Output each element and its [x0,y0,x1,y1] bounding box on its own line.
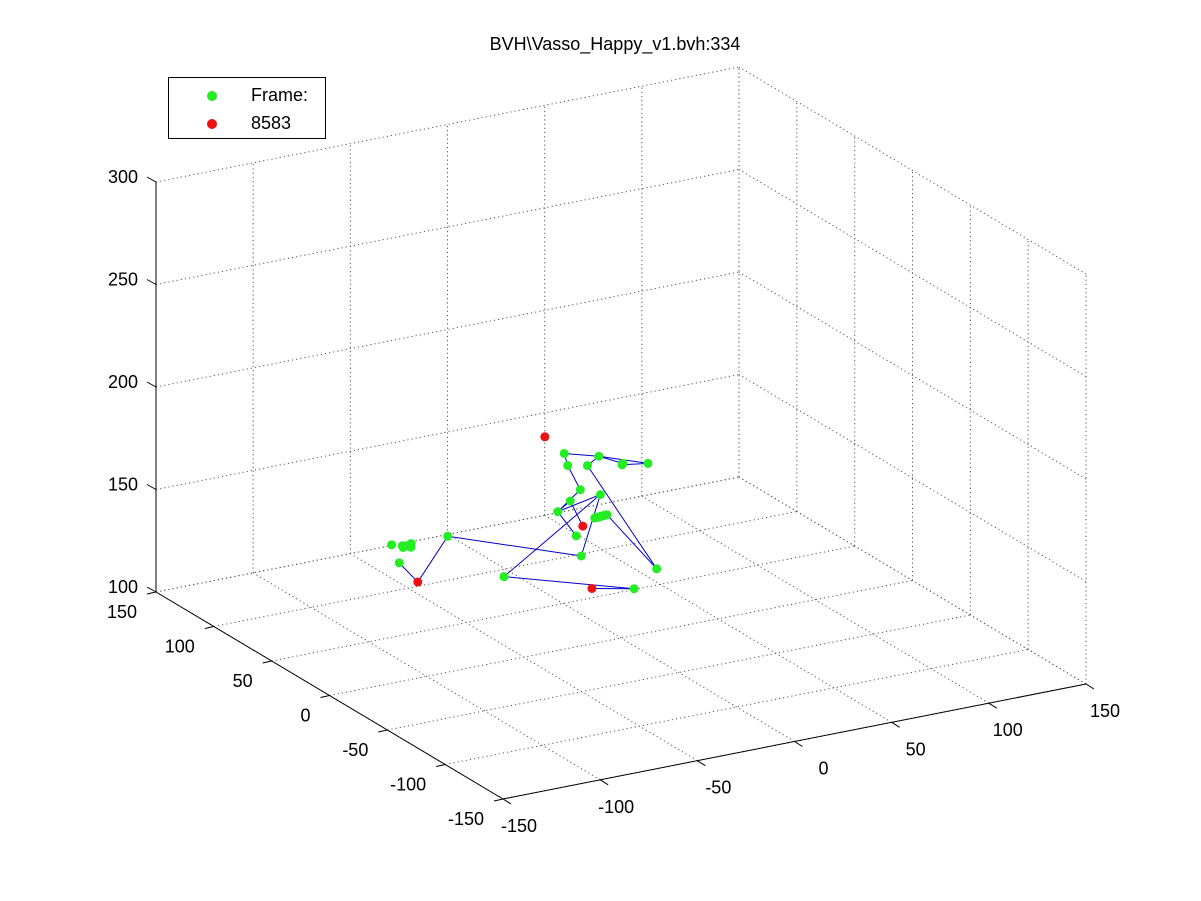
x-tick-label: 100 [993,720,1023,740]
joint-point [582,461,592,471]
skeleton-bone [503,494,601,578]
skeleton-bone [564,452,599,457]
skeleton-bone [447,535,582,557]
legend-entry-frame: Frame: [169,84,325,108]
skeleton-bone [580,494,601,557]
skeleton-bone [606,514,658,570]
y-tick [320,695,330,698]
z-tick [146,381,157,388]
x-tick [1085,683,1095,690]
joint-point [387,540,397,550]
skeleton-bone [567,465,581,491]
y-tick [493,798,504,802]
z-tick [146,484,157,490]
side-wall-grid-line-z [738,271,1087,480]
joint-point [643,458,653,468]
x-tick-label: -50 [705,778,731,798]
skeleton-bone [587,465,658,570]
z-tick [146,586,157,593]
joint-point [443,531,453,541]
x-tick [794,741,803,747]
y-tick [436,764,446,767]
y-tick-label: -150 [448,809,484,829]
y-tick-label: 150 [107,602,137,622]
side-wall-grid-line-z [738,66,1087,275]
x-tick-label: 150 [1090,701,1120,721]
z-tick [146,279,157,285]
legend-entry-frame-number: 8583 [169,112,325,136]
skeleton-bone [557,511,577,537]
floor-grid-line-x [544,514,892,723]
joint-point [565,496,575,506]
end-site-point [578,521,588,531]
y-tick [204,626,214,629]
z-tick-label: 250 [108,270,138,290]
skeleton-bone [557,494,601,513]
x-tick [697,760,706,767]
joint-point [652,564,662,574]
joint-point [559,448,569,458]
y-tick-label: -100 [390,775,426,795]
y-tick [378,729,388,733]
legend-marker-green [207,91,217,101]
legend-label-frame-number: 8583 [251,113,292,133]
y-tick-label: 50 [233,671,253,691]
axes-ticks: -150 -100 -50 0 50 100 150 -150 -100 -50 0 50 100 150… [107,167,1120,836]
skeleton-bone [503,576,635,590]
floor-grid-line-x [447,534,795,742]
x-tick [599,779,609,786]
x-tick-label: -100 [598,797,634,817]
joint-point [617,460,627,470]
joint-point [629,584,639,594]
z-tick-label: 200 [108,372,138,392]
skeleton-bone [417,535,449,583]
joint-point [394,558,404,568]
axes-grid [155,66,1087,800]
x-tick-label: 0 [818,759,828,779]
z-tick-label: 300 [108,167,138,187]
legend: Frame: 8583 [168,77,326,139]
joint-point [499,572,509,582]
floor-grid-line-x [641,495,990,704]
end-site-point [540,432,550,442]
y-tick-label: 100 [165,637,195,657]
x-tick-label: 50 [906,739,926,759]
x-tick [891,721,900,728]
joint-point [563,460,573,470]
x-tick-label: -150 [501,816,537,836]
back-wall-grid-line-z [155,374,740,490]
y-tick-label: -50 [342,740,368,760]
skeleton-bones [398,452,658,590]
joint-point [576,551,586,561]
end-site-point [413,577,423,587]
side-wall-grid-line-z [738,169,1087,377]
y-tick-label: 0 [300,706,310,726]
joint-point [571,531,581,541]
skeleton-points [387,432,662,594]
side-wall-grid-line-z [738,476,1087,685]
chart-title: BVH\Vasso_Happy_v1.bvh:334 [489,34,741,54]
end-site-point [587,583,597,593]
joint-point [595,490,605,500]
y-tick [146,591,157,595]
z-tick-label: 100 [108,577,138,597]
joint-point [575,485,585,495]
y-tick [262,660,272,664]
joint-point [553,507,563,517]
z-tick-label: 150 [108,475,138,495]
joint-point [590,513,600,523]
floor-grid-line-x [252,572,601,781]
z-tick [146,176,157,183]
legend-marker-red [207,119,217,129]
x-tick [988,702,998,709]
joint-point [594,451,604,461]
joint-point [406,542,416,552]
skeleton-bone [569,500,584,527]
side-wall-grid-line-z [738,374,1087,582]
x-tick [502,798,512,805]
legend-label-frame: Frame: [251,85,309,105]
